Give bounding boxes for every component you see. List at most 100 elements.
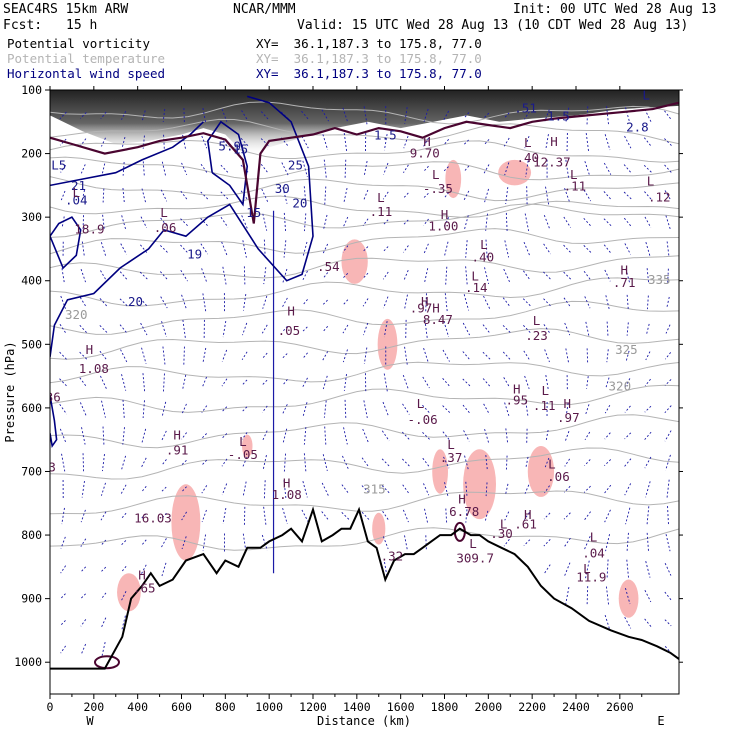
wind-vector (100, 592, 107, 600)
wind-vector (625, 107, 631, 124)
wind-vector (363, 160, 368, 177)
wind-vector (160, 189, 168, 202)
x-tick-label: 1200 (299, 700, 327, 714)
wind-vector (564, 458, 571, 467)
wind-vector (342, 216, 349, 228)
wind-vector (303, 453, 307, 472)
wind-vector (263, 267, 267, 285)
wind-vector (463, 139, 469, 145)
wind-vector (503, 538, 510, 547)
wind-vector (626, 294, 629, 310)
wind-vector (220, 217, 229, 228)
wind-vector (60, 164, 67, 173)
pv-extremum-label: 18.9 (74, 222, 104, 237)
wind-vector (80, 643, 87, 656)
positive-pv-patch (241, 434, 253, 458)
pv-extremum-label: H (283, 475, 291, 490)
wind-vector (240, 138, 249, 147)
wind-vector (79, 402, 87, 417)
wind-vector (200, 218, 209, 227)
wind-vector (646, 295, 649, 310)
wind-vector (423, 218, 429, 226)
wind-vector (525, 401, 529, 417)
wind-vector (644, 618, 652, 628)
wind-vector (645, 242, 651, 256)
isentrope-line (50, 490, 679, 515)
wind-vector (140, 216, 148, 228)
wind-vector (160, 245, 168, 253)
pv-extremum-label: .61 (514, 517, 537, 532)
y-tick-label: 300 (21, 210, 42, 224)
wind-vector (181, 486, 187, 493)
wind-vector (221, 241, 228, 257)
wind-vector (241, 215, 248, 230)
wind-speed-label: L (642, 88, 650, 103)
wind-vector (503, 137, 510, 147)
pv-extremum-label: .05 (278, 323, 301, 338)
wind-vector (181, 162, 188, 175)
wind-vector (121, 136, 126, 148)
wind-vector (201, 509, 207, 523)
x-tick-label: 400 (127, 700, 148, 714)
wind-vector (625, 588, 631, 605)
pv-extremum-label: -.06 (408, 412, 438, 427)
positive-pv-patch (432, 449, 449, 494)
wind-vector (482, 324, 491, 334)
y-tick-label: 800 (21, 528, 42, 542)
pv-extremum-label: L (533, 313, 541, 328)
isentrope-line (50, 447, 679, 480)
wind-vector (160, 217, 168, 227)
wind-vector (442, 378, 451, 387)
wind-vector (141, 110, 146, 121)
wind-vector (424, 319, 428, 339)
wind-vector (524, 111, 530, 120)
wind-speed-label: 30 (275, 181, 290, 196)
wind-vector (221, 349, 228, 362)
wind-vector (584, 161, 591, 177)
wind-vector (545, 375, 549, 390)
wind-vector (603, 218, 612, 227)
pv-extremum-label: L (548, 456, 556, 471)
wind-vector (465, 266, 468, 285)
wind-vector (584, 459, 591, 466)
wind-vector (120, 512, 127, 520)
wind-vector (181, 432, 187, 440)
wind-vector (484, 428, 490, 443)
wind-vector (646, 532, 650, 553)
wind-vector (625, 350, 630, 361)
isentrope-line (50, 328, 679, 360)
y-tick-label: 700 (21, 464, 42, 478)
pv-extremum-label: 12.37 (533, 154, 571, 169)
pv-extremum-label: 309.7 (456, 550, 494, 565)
wind-vector (82, 453, 85, 472)
wind-vector (79, 351, 88, 360)
pv-extremum-label: .40 (516, 150, 539, 165)
wind-vector (283, 240, 287, 258)
wind-vector (342, 455, 349, 470)
valid-time: Valid: 15 UTC Wed 28 Aug 13 (10 CDT Wed … (297, 18, 689, 33)
wind-vector (585, 404, 590, 415)
wind-vector (302, 270, 308, 281)
wind-vector (221, 378, 228, 387)
wind-vector (604, 459, 612, 466)
wind-vector (404, 346, 408, 365)
pv-extremum-label: L (73, 185, 81, 200)
positive-pv-patch (618, 579, 639, 618)
wind-vector (643, 137, 652, 147)
wind-vector (604, 509, 611, 523)
wind-vector (584, 431, 591, 440)
wind-vector (241, 351, 248, 360)
wind-vector (485, 213, 488, 231)
wind-speed-label: 25 (288, 157, 303, 172)
wind-vector (423, 243, 429, 255)
wind-vector (604, 404, 611, 414)
pv-extremum-label: L (432, 167, 440, 182)
wind-vector (201, 433, 207, 439)
wind-vector (383, 373, 388, 392)
wind-vector (322, 351, 329, 361)
wind-vector (665, 215, 671, 230)
positive-pv-patch (171, 484, 201, 561)
wind-vector (667, 506, 670, 526)
wind-vector (362, 428, 369, 443)
x-tick-label: 1600 (387, 700, 415, 714)
